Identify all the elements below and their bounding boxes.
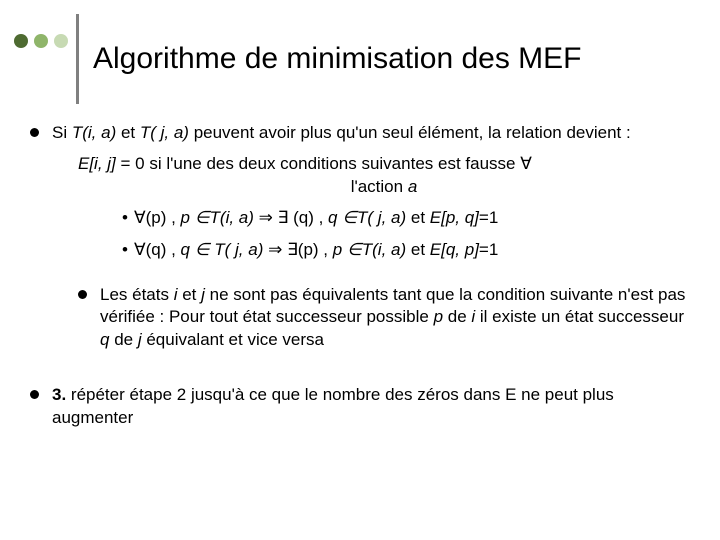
math-var: T(i, a) (72, 123, 116, 142)
text: Si (52, 123, 72, 142)
text: =1 (479, 208, 498, 227)
text: et (116, 123, 140, 142)
formula-block: E[i, j] = 0 si l'une des deux conditions… (52, 153, 690, 199)
math-var: T(i, a) (210, 208, 254, 227)
decorative-dots (14, 34, 68, 48)
bullet-item: 3. répéter étape 2 jusqu'à ce que le nom… (30, 384, 690, 430)
text: et (406, 240, 430, 259)
sub-bullet-item: Les états i et j ne sont pas équivalents… (78, 284, 690, 353)
text: et (406, 208, 430, 227)
math-var: T(i, a) (362, 240, 406, 259)
condition-2: • ∀(q) , q ∈ T( j, a) ⇒ ∃(p) , p ∈T(i, a)… (52, 237, 690, 263)
math-var: T( j, a) (140, 123, 189, 142)
dot-icon (34, 34, 48, 48)
forall-symbol: ∀ (520, 154, 532, 173)
math-var: q ∈ (328, 208, 357, 227)
slide-title: Algorithme de minimisation des MEF (93, 40, 582, 78)
text: =1 (479, 240, 498, 259)
text: ∀(q) , (134, 240, 181, 259)
text: répéter étape 2 jusqu'à ce que le nombre… (52, 385, 614, 427)
slide-body: Si T(i, a) et T( j, a) peuvent avoir plu… (0, 104, 720, 430)
text: ∀(p) , (134, 208, 181, 227)
bullet-dot-icon: • (122, 240, 128, 259)
dot-icon (14, 34, 28, 48)
text: équivalant et vice versa (142, 330, 324, 349)
math-var: p (434, 307, 443, 326)
math-var: T( j, a) (210, 240, 264, 259)
title-bar: Algorithme de minimisation des MEF (76, 14, 582, 104)
text: ⇒ ∃ (q) , (254, 208, 328, 227)
text: l'action (351, 177, 408, 196)
math-var: E[i, j] (78, 154, 116, 173)
slide-header: Algorithme de minimisation des MEF (0, 0, 720, 104)
math-var: p ∈ (181, 208, 210, 227)
bullet-dot-icon: • (122, 208, 128, 227)
step-number: 3. (52, 385, 66, 404)
math-var: a (408, 177, 417, 196)
dot-icon (54, 34, 68, 48)
math-var: p ∈ (333, 240, 362, 259)
math-var: T( j, a) (357, 208, 406, 227)
math-var: q ∈ (181, 240, 210, 259)
text: de (109, 330, 137, 349)
text: il existe un état successeur (475, 307, 684, 326)
text: = 0 si l'une des deux conditions suivant… (116, 154, 520, 173)
math-var: E[q, p] (430, 240, 479, 259)
bullet-item: Si T(i, a) et T( j, a) peuvent avoir plu… (30, 122, 690, 352)
condition-1: • ∀(p) , p ∈T(i, a) ⇒ ∃ (q) , q ∈T( j, a)… (52, 205, 690, 231)
text: et (178, 285, 202, 304)
text: Les états (100, 285, 174, 304)
math-var: E[p, q] (430, 208, 479, 227)
text: peuvent avoir plus qu'un seul élément, l… (189, 123, 631, 142)
text: de (443, 307, 471, 326)
text: ⇒ ∃(p) , (263, 240, 332, 259)
